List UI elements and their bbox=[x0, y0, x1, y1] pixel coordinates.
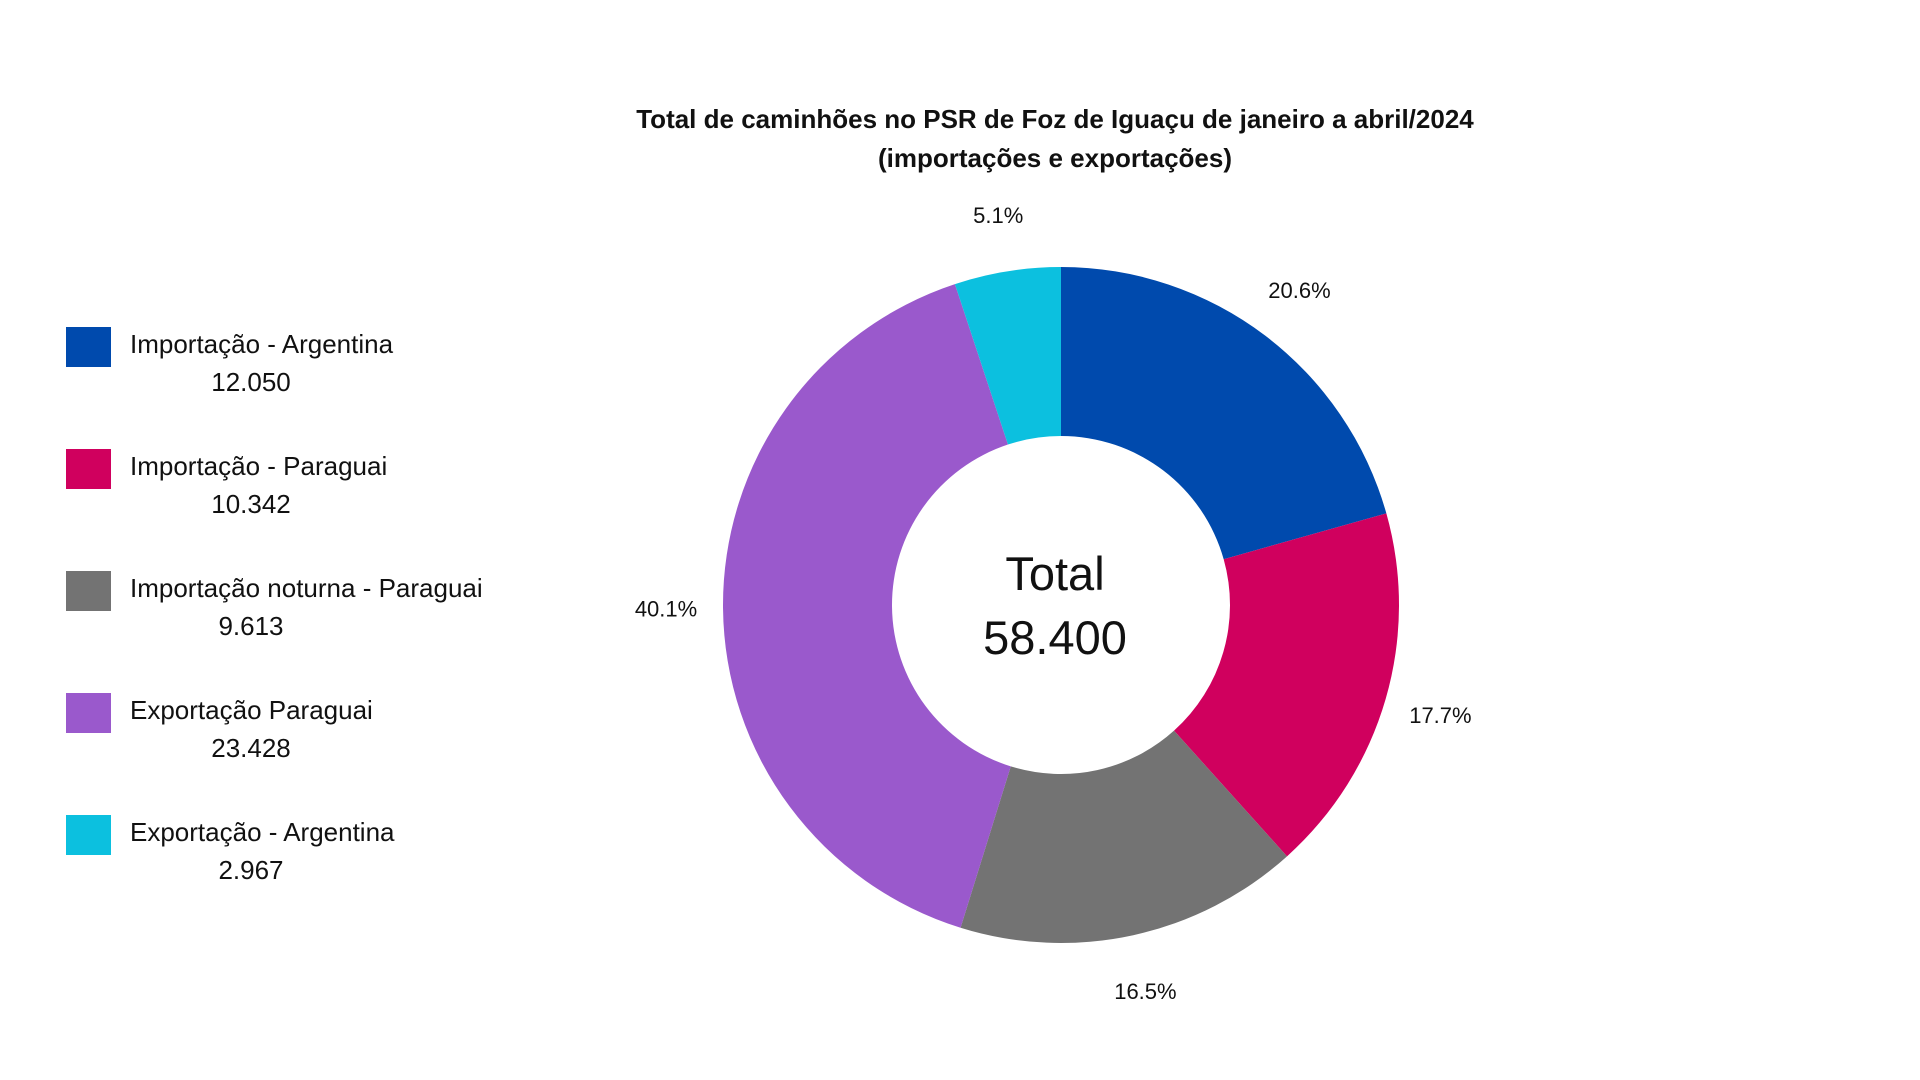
donut-slice bbox=[1061, 267, 1387, 560]
legend-swatch bbox=[66, 327, 111, 367]
donut-slice bbox=[960, 730, 1288, 943]
chart-title: Total de caminhões no PSR de Foz de Igua… bbox=[0, 100, 1920, 178]
legend-label: Exportação Paraguai bbox=[130, 695, 373, 725]
legend-value: 23.428 bbox=[211, 733, 291, 763]
legend-item: Importação - Paraguai 10.342 bbox=[66, 449, 546, 539]
legend-label: Importação - Paraguai bbox=[130, 451, 388, 481]
chart-subtitle: (importações e exportações) bbox=[877, 143, 1232, 173]
donut-slice bbox=[1174, 513, 1399, 857]
legend-label: Exportação - Argentina bbox=[130, 817, 395, 847]
legend-value: 9.613 bbox=[218, 611, 284, 641]
chart-title-line: Total de caminhões no PSR de Foz de Igua… bbox=[636, 104, 1474, 134]
donut-slice bbox=[954, 267, 1061, 445]
slice-percent-label: 5.1% bbox=[973, 203, 1023, 228]
legend-item: Exportação - Argentina 2.967 bbox=[66, 815, 546, 905]
slice-percent-label: 17.7% bbox=[1409, 703, 1471, 728]
legend-swatch bbox=[66, 449, 111, 489]
donut-slice bbox=[723, 284, 1011, 928]
legend-item: Importação - Argentina 12.050 bbox=[66, 327, 546, 417]
legend-item: Exportação Paraguai 23.428 bbox=[66, 693, 546, 783]
legend-value: 12.050 bbox=[211, 367, 291, 397]
legend-value: 10.342 bbox=[211, 489, 291, 519]
slice-percent-label: 40.1% bbox=[635, 596, 697, 621]
legend-value: 2.967 bbox=[218, 855, 284, 885]
legend-swatch bbox=[66, 815, 111, 855]
slice-percent-label: 16.5% bbox=[1114, 979, 1176, 1004]
slice-percent-label: 20.6% bbox=[1268, 278, 1330, 303]
legend-swatch bbox=[66, 693, 111, 733]
center-label: Total bbox=[1005, 547, 1104, 600]
center-value: 58.400 bbox=[983, 611, 1127, 664]
legend-item: Importação noturna - Paraguai 9.613 bbox=[66, 571, 546, 661]
legend-label: Importação noturna - Paraguai bbox=[130, 573, 483, 603]
legend-swatch bbox=[66, 571, 111, 611]
legend-label: Importação - Argentina bbox=[130, 329, 394, 359]
